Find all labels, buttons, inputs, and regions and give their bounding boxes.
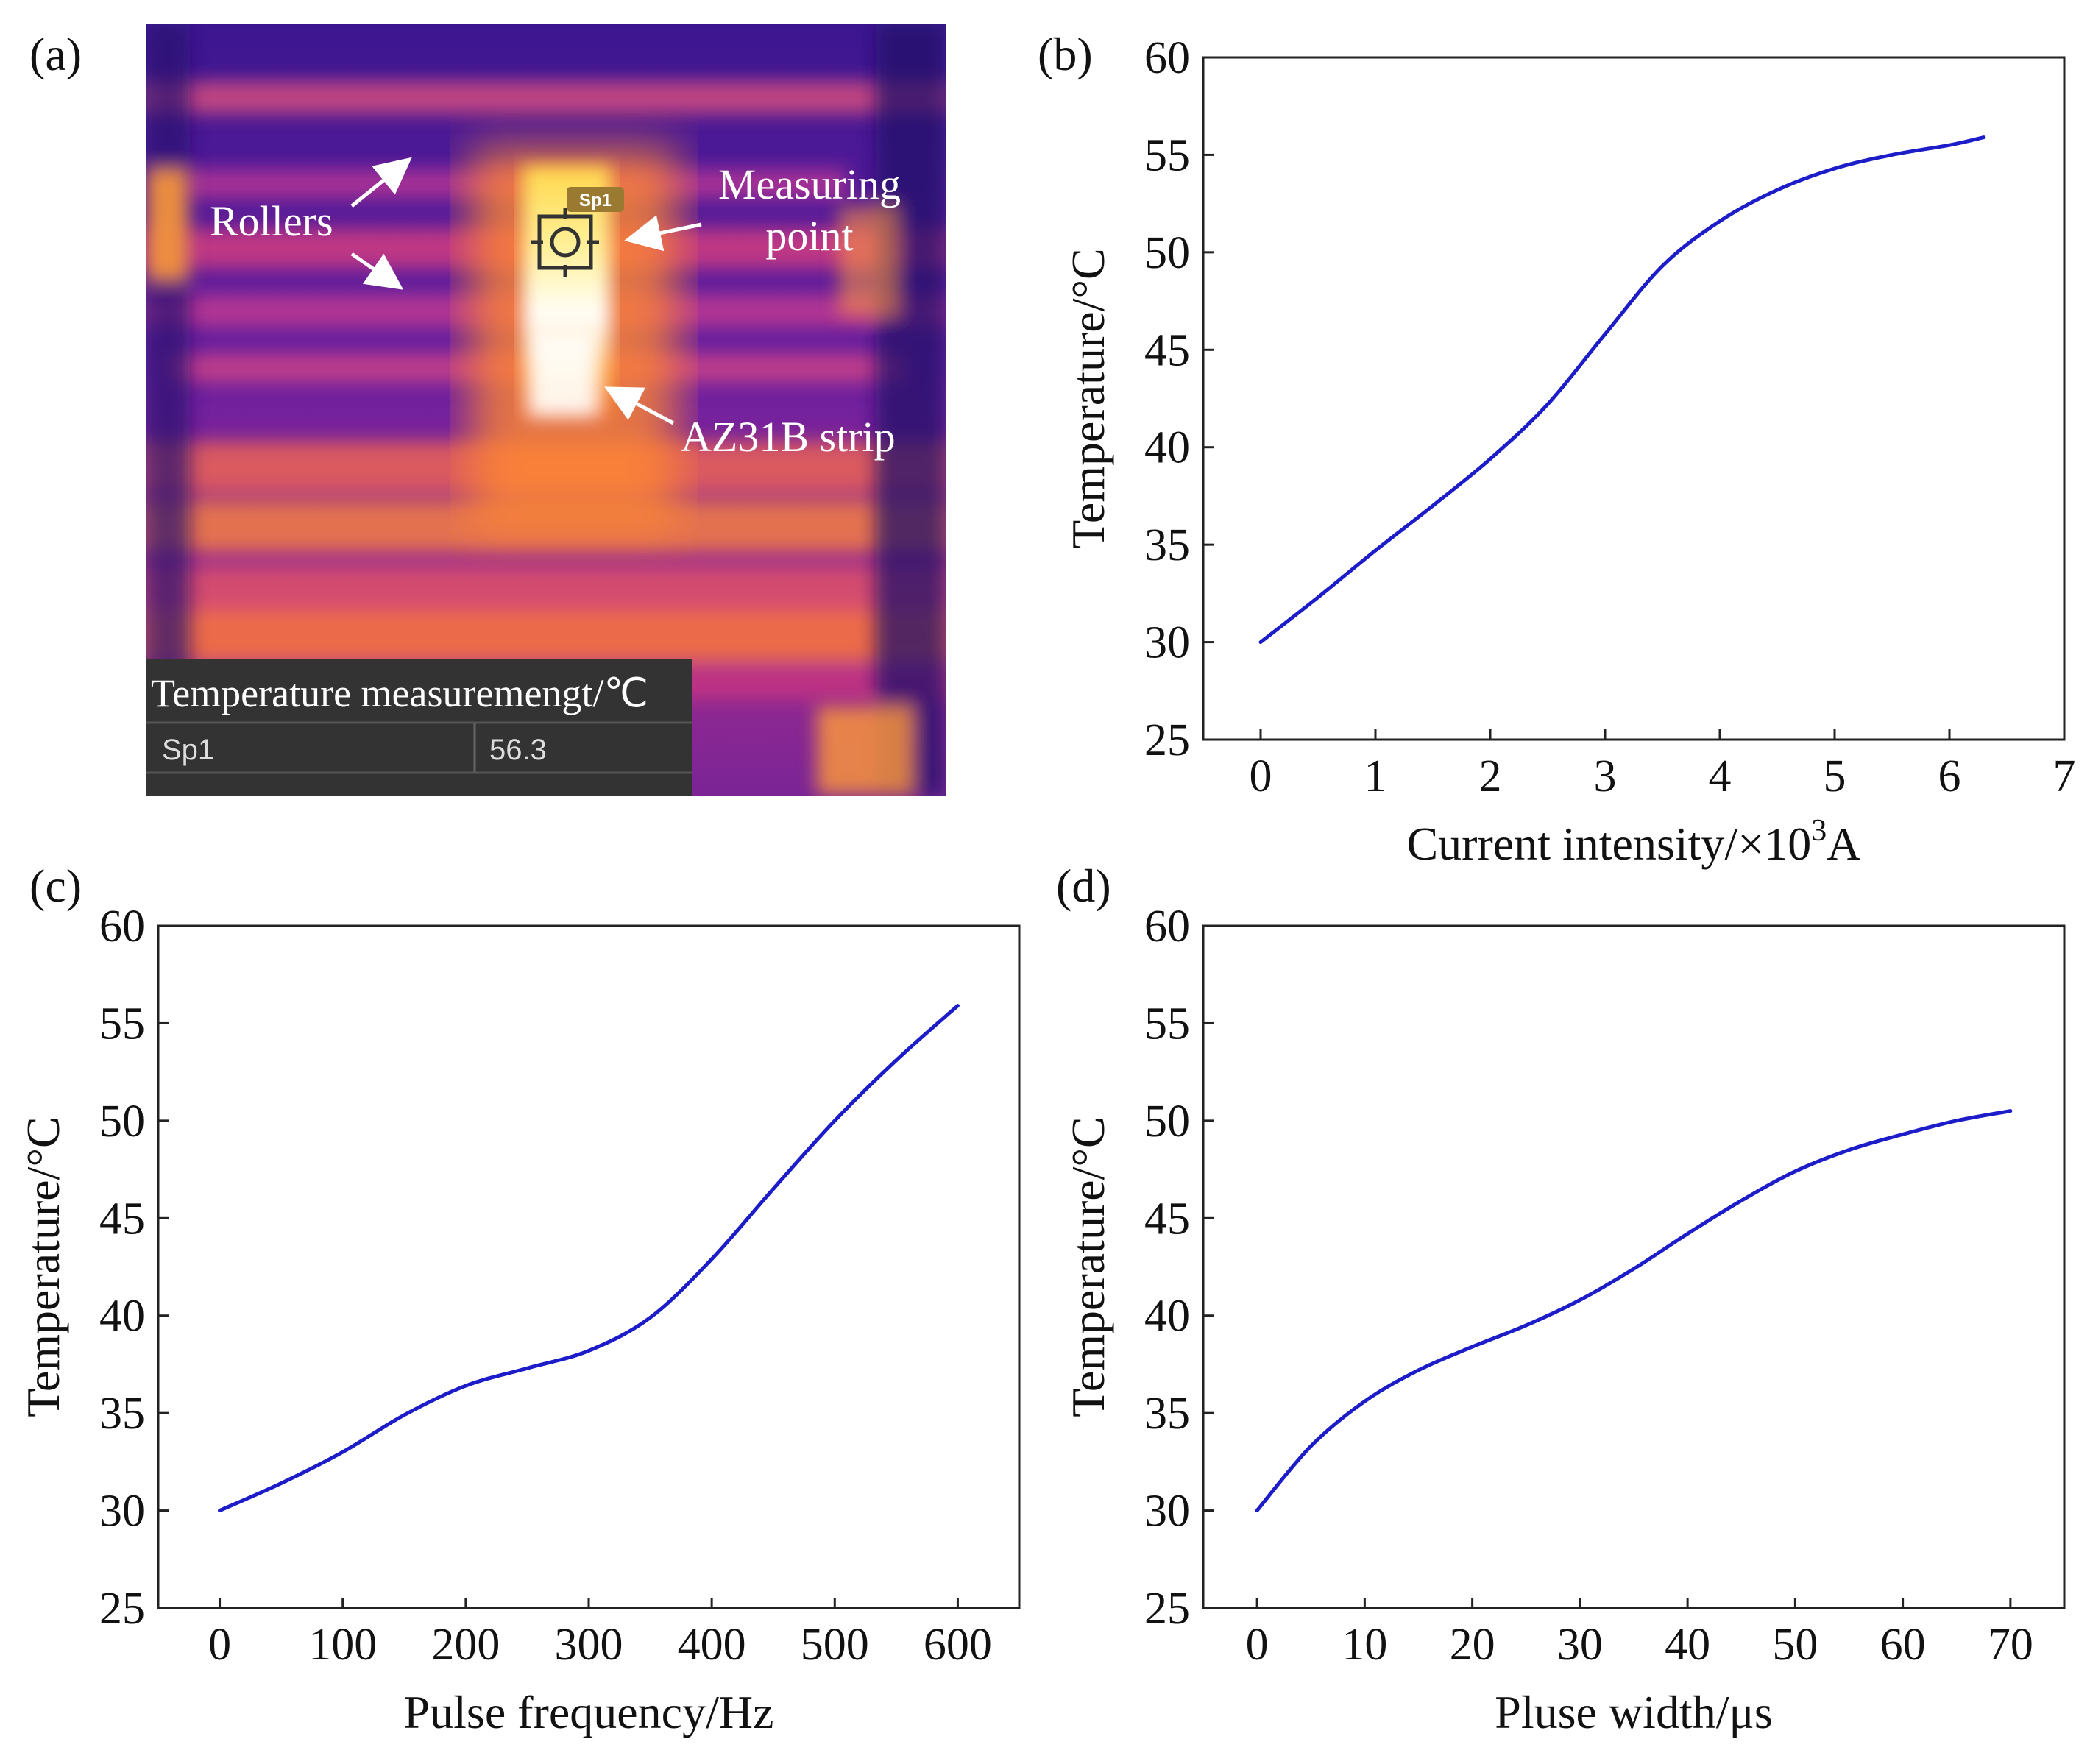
y-axis-title: Temperature/°C xyxy=(1062,248,1114,549)
y-tick-label: 30 xyxy=(1144,1487,1190,1537)
y-tick-label: 35 xyxy=(1144,1389,1190,1439)
x-tick-label: 70 xyxy=(1988,1620,2033,1670)
measurement-row-value: 56.3 xyxy=(489,734,547,766)
plot-frame xyxy=(1202,924,2066,1609)
y-tick-label: 30 xyxy=(99,1487,145,1537)
x-axis-title: Pulse frequency/Hz xyxy=(404,1686,774,1738)
panel-label-a: (a) xyxy=(29,28,82,80)
rollers-annotation: Rollers xyxy=(210,197,333,245)
y-tick-label: 40 xyxy=(99,1292,145,1342)
y-tick-label: 60 xyxy=(1144,902,1190,952)
measurement-table-title: Temperature measuremengt/℃ xyxy=(151,671,648,715)
thermal-image: Sp1 Rollers Measuring point AZ31B strip … xyxy=(146,24,946,796)
x-tick-label: 0 xyxy=(1250,751,1272,801)
x-tick-label: 40 xyxy=(1665,1620,1710,1670)
y-tick-label: 55 xyxy=(1144,999,1190,1049)
series-line-c xyxy=(218,1004,960,1513)
y-tick-label: 40 xyxy=(1144,1292,1190,1342)
x-tick-label: 1 xyxy=(1364,751,1387,801)
y-tick-label: 45 xyxy=(1144,325,1190,375)
x-axis-title: Current intensity/×103A xyxy=(1406,814,1860,870)
y-tick-label: 30 xyxy=(1144,618,1190,668)
x-tick-label: 3 xyxy=(1594,751,1617,801)
y-tick-label: 60 xyxy=(1144,33,1190,83)
x-tick-label: 20 xyxy=(1450,1620,1495,1670)
measurement-table: Temperature measuremengt/℃ Sp1 56.3 xyxy=(146,659,692,796)
x-tick-label: 500 xyxy=(801,1620,869,1670)
sp-tag xyxy=(567,187,624,212)
y-tick-label: 50 xyxy=(99,1097,145,1147)
panel-label-d: (d) xyxy=(1056,860,1111,912)
measuring-annotation-line1: Measuring xyxy=(718,160,901,208)
y-tick-label: 60 xyxy=(99,902,145,952)
x-tick-label: 7 xyxy=(2053,751,2076,801)
x-axis-title: Pluse width/μs xyxy=(1495,1686,1772,1738)
x-tick-label: 400 xyxy=(678,1620,746,1670)
plot-frame xyxy=(157,924,1021,1609)
y-tick-label: 40 xyxy=(1144,423,1190,473)
x-tick-label: 200 xyxy=(431,1620,500,1670)
x-tick-label: 300 xyxy=(555,1620,623,1670)
series-line-d xyxy=(1255,1109,2013,1513)
y-tick-label: 55 xyxy=(1144,130,1190,180)
measuring-annotation-line2: point xyxy=(765,212,853,260)
y-tick-label: 25 xyxy=(1144,1584,1190,1634)
y-tick-label: 45 xyxy=(99,1194,145,1244)
x-tick-label: 5 xyxy=(1824,751,1846,801)
x-tick-label: 0 xyxy=(208,1620,231,1670)
y-axis-title: Temperature/°C xyxy=(17,1116,69,1417)
x-tick-label: 60 xyxy=(1880,1620,1926,1670)
thermal-image-panel: Sp1 Rollers Measuring point AZ31B strip … xyxy=(29,24,946,796)
chart-d: (d) 0 10 20 30 40 50 60 70 25 30 35 40 45 50 55 60 Pluse … xyxy=(1056,860,2066,1738)
x-tick-label: 10 xyxy=(1342,1620,1387,1670)
plot-frame xyxy=(1202,56,2066,741)
measuring-point-marker: Sp1 xyxy=(531,187,624,277)
y-tick-label: 35 xyxy=(99,1389,145,1439)
chart-c: (c) 0 100 200 300 400 500 600 25 30 35 40 45 50 55 60 Pu… xyxy=(17,860,1021,1738)
sp-tag-label: Sp1 xyxy=(579,191,612,210)
y-tick-label: 50 xyxy=(1144,228,1190,278)
strip-annotation: AZ31B strip xyxy=(681,413,896,461)
x-tick-label: 100 xyxy=(308,1620,377,1670)
series-line-b xyxy=(1258,135,1986,645)
x-tick-label: 30 xyxy=(1557,1620,1603,1670)
y-tick-label: 50 xyxy=(1144,1097,1190,1147)
y-tick-label: 55 xyxy=(99,999,145,1049)
y-tick-label: 25 xyxy=(1144,715,1190,765)
panel-label-c: (c) xyxy=(29,860,82,912)
x-tick-label: 2 xyxy=(1479,751,1502,801)
x-tick-label: 4 xyxy=(1709,751,1732,801)
measurement-row-name: Sp1 xyxy=(162,734,214,766)
y-axis-title: Temperature/°C xyxy=(1062,1116,1114,1417)
y-tick-label: 35 xyxy=(1144,520,1190,570)
x-tick-label: 600 xyxy=(924,1620,992,1670)
x-tick-label: 6 xyxy=(1938,751,1961,801)
panel-label-b: (b) xyxy=(1038,28,1093,80)
y-tick-label: 25 xyxy=(99,1584,145,1634)
x-tick-label: 0 xyxy=(1246,1620,1269,1670)
y-tick-label: 45 xyxy=(1144,1194,1190,1244)
x-tick-label: 50 xyxy=(1772,1620,1818,1670)
